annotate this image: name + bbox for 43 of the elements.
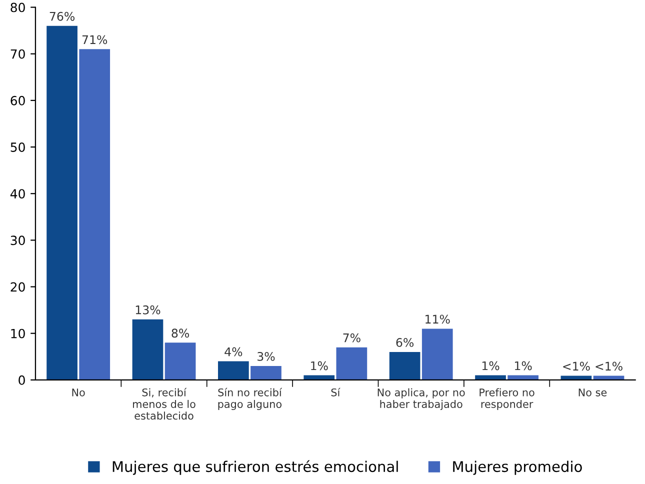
bar xyxy=(132,319,164,380)
data-label: 1% xyxy=(482,361,500,370)
bar xyxy=(79,49,110,380)
y-tick-label: 50 xyxy=(10,142,25,152)
data-label: 4% xyxy=(224,347,242,356)
data-label: 71% xyxy=(82,35,108,44)
legend-label: Mujeres promedio xyxy=(453,460,582,475)
bar xyxy=(164,342,196,380)
data-label: 6% xyxy=(396,338,414,347)
x-tick-label: Si, recibí menos de lo establecido xyxy=(133,388,196,420)
x-tick-label: Sí xyxy=(331,388,340,396)
bar xyxy=(560,376,592,380)
data-label: <1% xyxy=(563,362,590,371)
x-tick-label: No xyxy=(72,388,85,396)
x-tick-label: Sín no recibí pago alguno xyxy=(218,388,282,410)
y-tick-label: 40 xyxy=(10,189,25,199)
x-tick-label: No aplica, por no haber trabajado xyxy=(378,388,465,410)
data-label: 3% xyxy=(258,352,275,361)
x-tick-label: Prefiero no responder xyxy=(480,388,534,410)
y-tick-label: 80 xyxy=(10,2,25,12)
bar xyxy=(46,26,78,380)
data-label: 11% xyxy=(426,314,450,324)
data-label: 7% xyxy=(343,333,360,342)
data-label: 76% xyxy=(50,12,75,21)
y-tick-label: 10 xyxy=(11,328,25,338)
bar xyxy=(593,376,624,380)
y-tick-label: 30 xyxy=(10,236,25,246)
y-tick-label: 70 xyxy=(10,49,25,59)
y-tick-label: 60 xyxy=(10,96,25,106)
data-label: 8% xyxy=(172,328,190,338)
data-label: 1% xyxy=(311,361,328,370)
data-label: 1% xyxy=(515,361,532,370)
data-label: 13% xyxy=(136,305,160,314)
y-tick-label: 0 xyxy=(18,375,25,385)
y-tick-label: 20 xyxy=(10,282,25,292)
legend-label: Mujeres que sufrieron estrés emocional xyxy=(112,460,398,475)
data-label: <1% xyxy=(596,362,622,371)
bar xyxy=(422,328,453,380)
bar xyxy=(336,347,368,380)
bar xyxy=(218,361,249,380)
bar xyxy=(250,366,282,380)
bar xyxy=(389,352,420,380)
x-tick-label: No se xyxy=(578,388,607,396)
